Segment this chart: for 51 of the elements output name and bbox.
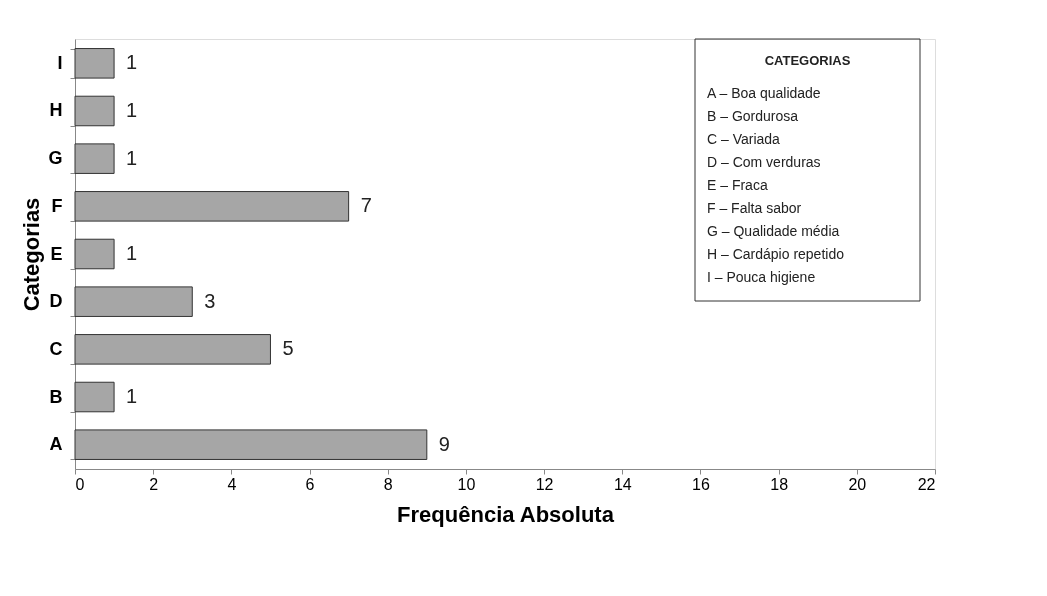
data-label: 9 — [438, 432, 450, 455]
annotation: I – Pouca higiene — [707, 269, 816, 285]
data-label: 7 — [360, 194, 372, 217]
y-tick-label: A — [49, 434, 63, 455]
bar — [74, 238, 115, 270]
x-tick-label: 22 — [917, 475, 936, 493]
data-label: 1 — [126, 242, 138, 264]
data-label: 1 — [126, 146, 138, 169]
annotation: H – Cardápio repetido — [707, 246, 845, 262]
x-tick-label: 4 — [227, 475, 237, 493]
bar — [74, 429, 428, 460]
bar — [74, 143, 115, 174]
annotation: E – Fraca — [707, 177, 768, 193]
data-label: 1 — [126, 51, 138, 74]
y-tick-label: F — [51, 195, 63, 216]
annotation: B – Gordurosa — [707, 108, 799, 124]
annotation: G – Qualidade média — [707, 223, 840, 239]
x-tick-label: 18 — [770, 475, 789, 493]
y-tick-label: G — [48, 148, 63, 169]
x-tick-label: 8 — [383, 475, 393, 493]
x-tick-label: 14 — [613, 475, 632, 493]
data-label: 3 — [204, 289, 216, 312]
y-axis-title: Categorias — [19, 197, 45, 312]
bar — [74, 95, 115, 127]
annotation: D – Com verduras — [707, 154, 821, 170]
y-tick-label: D — [49, 291, 63, 312]
x-tick-label: 10 — [457, 475, 476, 493]
bar — [74, 48, 115, 79]
x-tick-label: 20 — [848, 475, 867, 493]
y-tick-label: C — [49, 338, 63, 359]
x-tick-label: 0 — [75, 475, 85, 493]
y-tick-label: I — [57, 52, 63, 73]
annotation: CATEGORIAS — [764, 53, 851, 68]
data-label: 1 — [126, 385, 138, 408]
annotation: C – Variada — [707, 131, 781, 147]
x-tick-label: 12 — [535, 475, 554, 493]
x-tick-label: 2 — [149, 475, 159, 493]
y-tick-label: E — [50, 243, 63, 264]
bar — [74, 191, 350, 222]
bar — [74, 334, 271, 365]
x-axis-title: Frequência Absoluta — [397, 501, 615, 527]
x-tick-label: 16 — [692, 475, 710, 493]
bar — [74, 286, 193, 317]
annotation: F – Falta sabor — [707, 200, 802, 216]
annotation: A – Boa qualidade — [707, 85, 821, 101]
bar — [74, 381, 115, 413]
data-label: 1 — [126, 98, 138, 121]
y-tick-label: B — [49, 386, 63, 407]
x-tick-label: 6 — [305, 475, 315, 493]
y-tick-label: H — [49, 100, 63, 121]
data-label: 5 — [282, 337, 294, 360]
